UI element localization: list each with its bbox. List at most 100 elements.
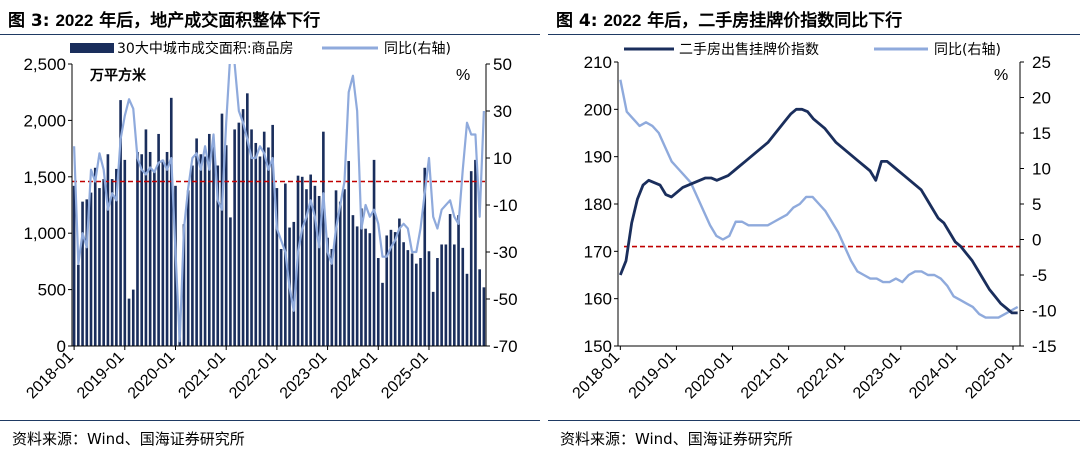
bar	[98, 188, 101, 346]
bar	[317, 195, 321, 346]
left-unit-label: 万平方米	[89, 67, 147, 84]
bar	[334, 190, 338, 346]
bar	[461, 247, 465, 346]
bar	[465, 273, 469, 346]
y2-tick-label: 10	[1032, 160, 1051, 179]
bar	[431, 291, 435, 346]
bar	[144, 129, 148, 346]
bar	[402, 242, 405, 346]
y-tick-label: 200	[584, 100, 612, 119]
bar	[453, 244, 456, 346]
bar	[258, 156, 262, 346]
bar	[131, 289, 135, 346]
yoy-line	[619, 79, 1019, 319]
bar	[300, 176, 304, 346]
bar	[423, 167, 427, 346]
x-tick-label: 2018-01	[23, 349, 77, 403]
right-unit-label: %	[456, 67, 470, 84]
bar	[376, 258, 380, 346]
y-tick-label: 2,500	[23, 55, 66, 74]
bar	[292, 221, 296, 346]
title-divider	[0, 34, 540, 35]
bar	[216, 165, 220, 346]
bar	[326, 237, 329, 346]
source-divider	[548, 420, 1080, 421]
bar	[207, 133, 211, 346]
x-tick-label: 2022-01	[226, 349, 280, 403]
bar	[102, 179, 105, 346]
bar	[444, 244, 448, 346]
bar	[195, 138, 198, 346]
y2-tick-label: 50	[493, 55, 512, 74]
bar	[351, 215, 355, 346]
bar	[389, 229, 393, 346]
y-tick-label: 2,000	[23, 111, 66, 130]
bar	[267, 147, 270, 346]
y-tick-label: 0	[57, 337, 66, 356]
y-tick-label: 1,500	[23, 168, 66, 187]
bar	[199, 154, 203, 346]
legend-bar-label: 30大中城市成交面积:商品房	[117, 40, 294, 57]
bar	[212, 145, 215, 346]
bar	[414, 263, 418, 346]
x-tick-label: 2019-01	[74, 349, 128, 403]
figure-4-source: 资料来源：Wind、国海证券研究所	[560, 430, 793, 448]
x-tick-label: 2019-01	[626, 349, 680, 403]
bar	[279, 248, 283, 346]
legend-index-label: 二手房出售挂牌价指数	[679, 41, 819, 58]
y-tick-label: 210	[584, 53, 612, 72]
bar	[153, 170, 156, 346]
y2-tick-label: 25	[1032, 53, 1051, 72]
x-tick-label: 2024-01	[906, 349, 960, 403]
bar	[165, 151, 169, 346]
x-tick-label: 2023-01	[850, 349, 904, 403]
bar	[89, 192, 93, 346]
bar	[313, 185, 317, 346]
legend-yoy-label: 同比(右轴)	[934, 42, 1001, 58]
bar	[106, 154, 110, 346]
bar	[161, 159, 165, 346]
bar	[478, 269, 481, 346]
legend-bar-swatch	[70, 43, 114, 53]
bar	[330, 248, 334, 346]
y2-tick-label: 0	[1032, 231, 1041, 250]
x-tick-label: 2024-01	[328, 349, 382, 403]
bar	[123, 159, 127, 346]
bar	[93, 167, 97, 346]
bar	[457, 215, 460, 346]
bar	[81, 201, 84, 346]
y-tick-label: 150	[584, 337, 612, 356]
bar	[229, 217, 232, 346]
y-tick-label: 500	[38, 281, 66, 300]
x-tick-label: 2021-01	[175, 349, 229, 403]
index-line	[619, 107, 1018, 315]
figure-4-title: 图 4: 2022 年后，二手房挂牌价指数同比下行	[556, 11, 903, 31]
bar	[241, 109, 245, 347]
bar	[406, 250, 410, 346]
bar	[398, 218, 401, 346]
bar	[347, 161, 351, 346]
y2-tick-label: -30	[493, 243, 518, 262]
bar	[262, 131, 266, 346]
y2-tick-label: -15	[1032, 337, 1057, 356]
figure-4-chart: 150 160 170 180 190 200 210 -15 -10 -5 0 5 10 15 20 25 2…	[570, 41, 1057, 403]
source-divider	[0, 420, 540, 421]
bar	[77, 264, 80, 346]
bar	[364, 228, 367, 346]
bar	[436, 258, 439, 346]
bar	[157, 133, 160, 346]
bar	[343, 189, 346, 346]
bar	[191, 165, 194, 346]
figure-3-chart: 0 500 1,000 1,500 2,000 2,500 -70 -50 -30 -10 10 30…	[23, 40, 518, 403]
bar	[355, 226, 359, 346]
bar	[385, 235, 389, 346]
bar	[140, 154, 144, 346]
bar	[482, 287, 486, 346]
bar	[224, 145, 228, 346]
bar	[360, 208, 363, 346]
figure-3-source: 资料来源：Wind、国海证券研究所	[12, 430, 245, 448]
x-tick-label: 2023-01	[277, 349, 331, 403]
legend-line-label: 同比(右轴)	[384, 41, 451, 57]
y2-tick-label: -5	[1032, 266, 1047, 285]
y2-tick-label: 30	[493, 102, 512, 121]
